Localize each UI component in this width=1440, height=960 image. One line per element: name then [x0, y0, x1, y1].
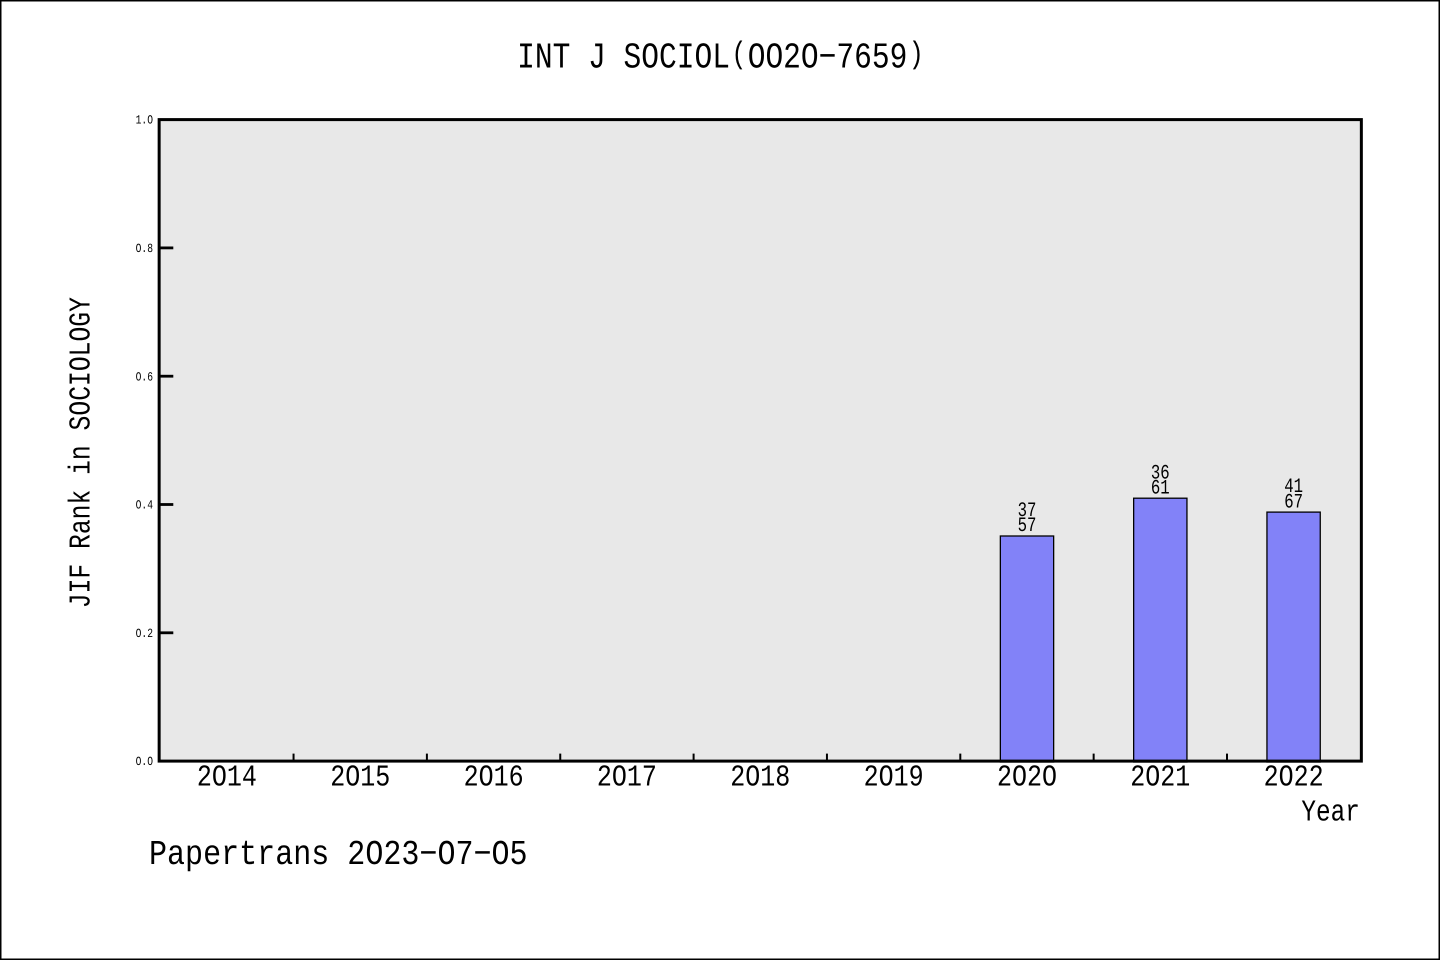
svg-text:41: 41	[1284, 476, 1303, 499]
svg-text:): )	[909, 38, 924, 73]
svg-text:Year: Year	[1301, 796, 1359, 830]
svg-text:O.O: O.O	[136, 755, 153, 769]
svg-text:(: (	[731, 38, 746, 73]
svg-text:2O16: 2O16	[464, 761, 524, 795]
svg-text:OO2O−7659: OO2O−7659	[748, 38, 908, 79]
svg-text:67: 67	[1284, 491, 1303, 514]
svg-text:1.O: 1.O	[136, 114, 153, 128]
svg-text:61: 61	[1151, 477, 1170, 500]
svg-text:JIF Rank in SOCIOLOGY: JIF Rank in SOCIOLOGY	[66, 297, 100, 608]
svg-text:2O2O: 2O2O	[997, 761, 1057, 795]
svg-text:O.8: O.8	[136, 242, 153, 256]
svg-text:57: 57	[1018, 515, 1037, 538]
svg-text:2O19: 2O19	[864, 761, 924, 795]
svg-text:2O15: 2O15	[330, 761, 390, 795]
svg-text:O.4: O.4	[136, 499, 153, 513]
svg-text:Papertrans 2O23−O7−O5: Papertrans 2O23−O7−O5	[149, 836, 528, 875]
svg-text:O.2: O.2	[136, 627, 153, 641]
svg-text:37: 37	[1018, 500, 1037, 523]
svg-text:O.6: O.6	[136, 370, 153, 384]
svg-text:2O17: 2O17	[597, 761, 657, 795]
svg-text:2O18: 2O18	[730, 761, 790, 795]
svg-text:2O22: 2O22	[1264, 761, 1324, 795]
svg-text:2O21: 2O21	[1130, 761, 1190, 795]
svg-text:INT J SOCIOL: INT J SOCIOL	[517, 38, 730, 79]
svg-text:36: 36	[1151, 462, 1170, 485]
svg-text:2O14: 2O14	[197, 761, 257, 795]
